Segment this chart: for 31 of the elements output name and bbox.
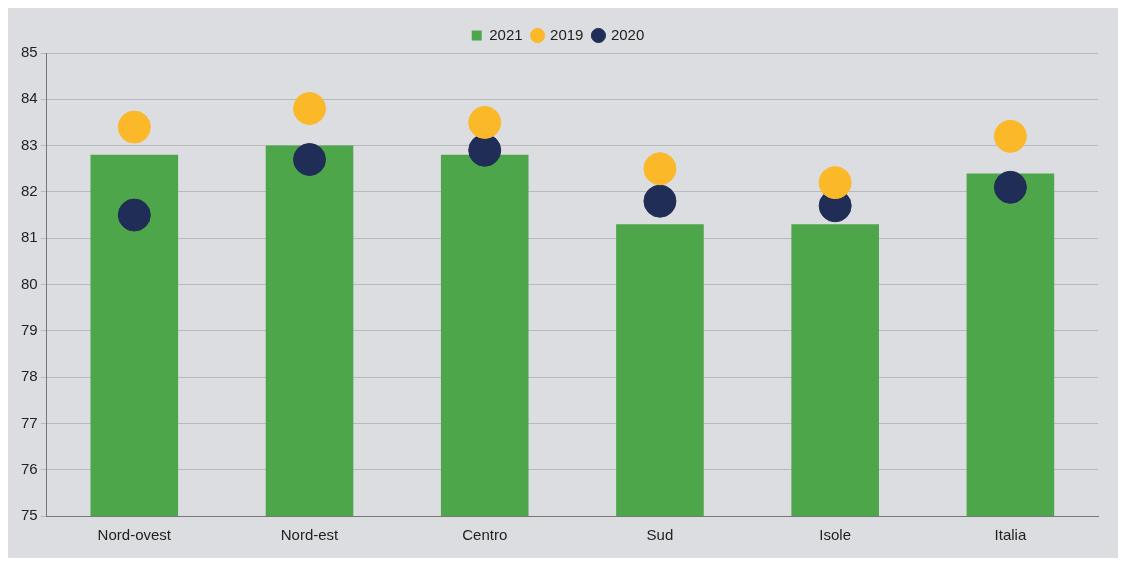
y-tick-label: 82	[21, 182, 38, 200]
x-tick-label: Centro	[462, 526, 508, 544]
x-tick-label: Nord-ovest	[97, 526, 172, 544]
x-tick-label: Sud	[646, 526, 674, 544]
point	[468, 133, 502, 167]
y-tick-label: 83	[21, 135, 38, 153]
x-tick-label: Italia	[994, 526, 1027, 544]
point	[818, 166, 852, 200]
y-tick-label: 75	[21, 506, 38, 524]
point	[117, 198, 151, 232]
legend-label: 2020	[610, 25, 645, 43]
point	[293, 92, 327, 126]
x-tick-label: Isole	[819, 526, 852, 544]
x-tick-label: Nord-est	[280, 526, 340, 544]
legend-label: 2021	[489, 25, 523, 43]
point	[643, 152, 677, 186]
point	[993, 119, 1027, 153]
point	[643, 184, 677, 218]
y-tick-label: 78	[21, 367, 38, 385]
y-tick-label: 81	[21, 228, 38, 246]
y-tick-label: 77	[21, 413, 38, 431]
point	[468, 105, 502, 139]
y-tick-label: 76	[21, 459, 38, 477]
point	[293, 142, 327, 176]
legend-label: 2019	[550, 25, 584, 43]
y-tick-label: 84	[21, 89, 38, 107]
point	[117, 110, 151, 144]
y-tick-label: 79	[21, 320, 38, 338]
point	[993, 170, 1027, 204]
y-tick-label: 80	[21, 274, 38, 292]
y-tick-label: 85	[21, 43, 38, 61]
